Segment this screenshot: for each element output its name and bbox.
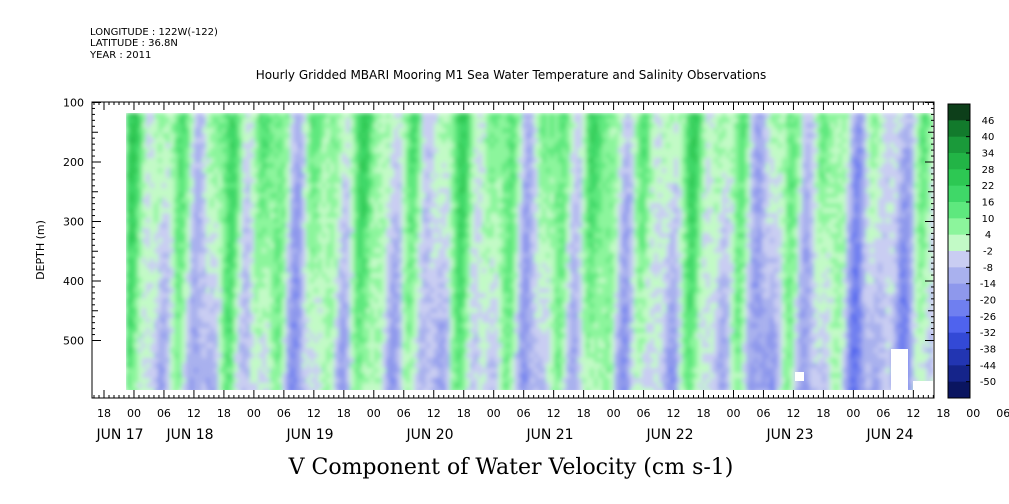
colorbar-swatch	[948, 104, 970, 121]
colorbar-label: -8	[983, 263, 993, 274]
x-axis: 18 00 06 12 18 00 06 12 18 00 06 12 18 00 06 12 18 00 06 12…	[93, 102, 1009, 443]
year-label: YEAR : 2011	[90, 50, 152, 61]
x-tick-label: 18	[337, 407, 351, 420]
x-tick-label: 18	[936, 407, 950, 420]
colorbar-label: 40	[982, 132, 995, 143]
colorbar-label: -2	[983, 247, 993, 258]
colorbar-swatch	[948, 169, 970, 187]
x-tick-label: 00	[367, 407, 381, 420]
colorbar-label: -20	[980, 296, 996, 307]
colorbar-swatch	[948, 381, 970, 399]
x-tick-label: 12	[786, 407, 800, 420]
missing-data-patches	[795, 349, 933, 390]
x-tick-label: 00	[247, 407, 261, 420]
colorbar-label: 28	[982, 165, 995, 176]
x-tick-label: 00	[607, 407, 621, 420]
x-date-label: JUN 17	[95, 427, 143, 443]
colorbar-label: 16	[982, 198, 995, 209]
x-tick-label: 00	[846, 407, 860, 420]
colorbar-label: 10	[982, 214, 995, 225]
colorbar-label: -50	[980, 377, 996, 388]
x-date-label: JUN 23	[765, 427, 813, 443]
x-tick-label: 12	[667, 407, 681, 420]
colorbar-swatch	[948, 202, 970, 219]
latitude-label: LATITUDE : 36.8N	[90, 38, 178, 49]
x-tick-label: 12	[307, 407, 321, 420]
x-axis-label: V Component of Water Velocity (cm s-1)	[288, 455, 734, 480]
x-tick-label: 12	[187, 407, 201, 420]
x-tick-label: 06	[876, 407, 890, 420]
colorbar: 46 40 34 28 22 16 10 4 -2 -8 -14 -20 -26 -32 -38 -44 -50	[947, 103, 996, 399]
colorbar-label: 34	[982, 149, 995, 160]
x-tick-label: 00	[726, 407, 740, 420]
longitude-label: LONGITUDE : 122W(-122)	[90, 27, 218, 38]
colorbar-label: 4	[985, 230, 991, 241]
colorbar-label: 46	[982, 116, 995, 127]
colorbar-label: -32	[980, 328, 996, 339]
colorbar-swatch	[948, 332, 970, 350]
x-tick-label: 00	[966, 407, 980, 420]
x-date-label: JUN 19	[285, 427, 333, 443]
colorbar-label: -26	[980, 312, 996, 323]
colorbar-label: -14	[980, 279, 996, 290]
x-tick-label: 06	[517, 407, 531, 420]
x-tick-label: 06	[996, 407, 1009, 420]
y-axis: 100 200 300 400 500	[63, 97, 934, 348]
colorbar-swatch	[948, 218, 970, 236]
x-tick-label: 00	[127, 407, 141, 420]
y-axis-label: DEPTH (m)	[34, 220, 47, 280]
x-tick-label: 18	[457, 407, 471, 420]
colorbar-swatch	[948, 153, 970, 170]
y-tick-label: 300	[63, 216, 84, 229]
x-tick-label: 12	[906, 407, 920, 420]
y-tick-label: 200	[63, 156, 84, 169]
x-tick-label: 06	[157, 407, 171, 420]
x-tick-label: 18	[697, 407, 711, 420]
x-tick-label: 06	[277, 407, 291, 420]
x-tick-label: 06	[637, 407, 651, 420]
colorbar-swatch	[948, 283, 970, 301]
colorbar-swatch	[948, 349, 970, 366]
colorbar-label: 22	[982, 181, 995, 192]
colorbar-label: -38	[980, 345, 996, 356]
heatmap-field	[126, 113, 933, 390]
x-tick-label: 12	[427, 407, 441, 420]
x-date-label: JUN 24	[865, 427, 913, 443]
colorbar-swatch	[948, 234, 970, 252]
x-tick-label: 12	[547, 407, 561, 420]
colorbar-swatch	[948, 267, 970, 285]
x-date-label: JUN 18	[165, 427, 213, 443]
x-tick-label: 18	[816, 407, 830, 420]
y-tick-label: 500	[63, 335, 84, 348]
colorbar-swatch	[948, 120, 970, 138]
colorbar-swatch	[948, 365, 970, 383]
x-tick-label: 18	[577, 407, 591, 420]
x-date-label: JUN 20	[405, 427, 453, 443]
y-tick-label: 100	[63, 97, 84, 110]
chart-title: Hourly Gridded MBARI Mooring M1 Sea Wate…	[256, 68, 767, 82]
y-tick-label: 400	[63, 275, 84, 288]
x-tick-label: 00	[487, 407, 501, 420]
x-tick-label: 18	[97, 407, 111, 420]
colorbar-swatch	[948, 136, 970, 154]
x-tick-label: 18	[217, 407, 231, 420]
colorbar-swatch	[948, 316, 970, 334]
x-tick-label: 06	[397, 407, 411, 420]
plot-frame	[91, 101, 935, 399]
x-tick-label: 06	[756, 407, 770, 420]
colorbar-swatch	[948, 251, 970, 268]
colorbar-swatch	[948, 300, 970, 317]
colorbar-swatch	[948, 185, 970, 203]
colorbar-label: -44	[980, 361, 996, 372]
x-date-label: JUN 22	[645, 427, 693, 443]
x-date-label: JUN 21	[525, 427, 573, 443]
